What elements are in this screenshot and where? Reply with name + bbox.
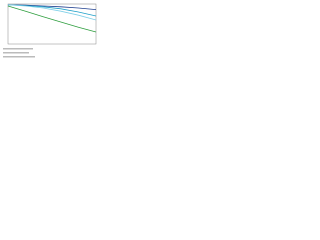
series-line bbox=[7, 5, 97, 33]
footnote-line bbox=[3, 56, 35, 58]
plot-frame bbox=[7, 3, 97, 45]
chart bbox=[3, 3, 97, 58]
series-line bbox=[7, 4, 97, 21]
footnote-line bbox=[3, 48, 33, 50]
footnote-line bbox=[3, 52, 29, 54]
footnote-block bbox=[3, 48, 35, 58]
